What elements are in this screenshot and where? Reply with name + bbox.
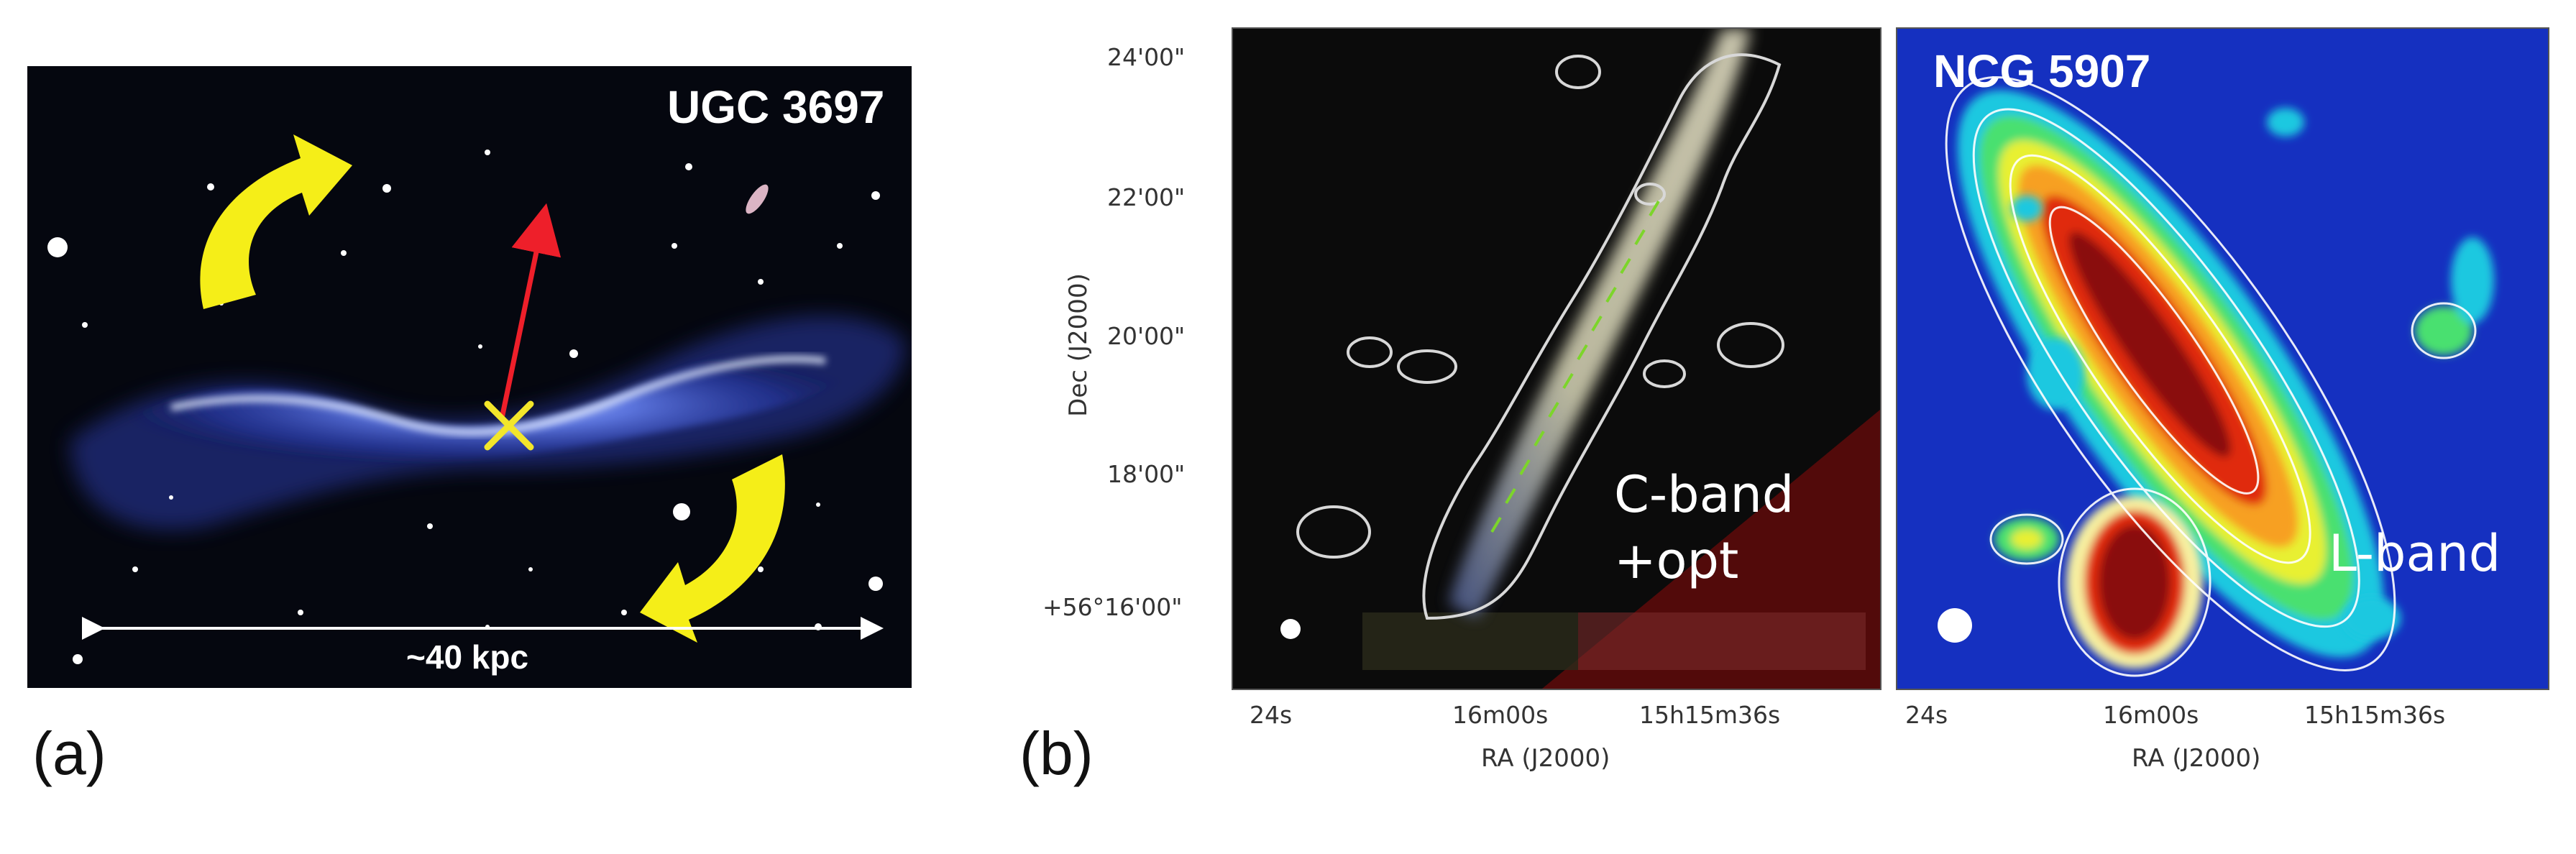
ra-axis-label-left: RA (J2000): [1481, 744, 1610, 773]
ra-tick-left-1: 24s: [1250, 701, 1293, 729]
ra-tick-right-2: 16m00s: [2103, 701, 2199, 729]
ra-tick-right-1: 24s: [1905, 701, 1948, 729]
beam-icon-right: [1938, 608, 1972, 643]
panel-a-image: UGC 3697 ~40 kpc: [27, 66, 912, 688]
dec-tick-4: 18'00": [1107, 460, 1186, 488]
ra-tick-right-3: 15h15m36s: [2304, 701, 2446, 729]
panel-b-left-map: C-band +opt: [1232, 27, 1881, 690]
rotation-arrow-bottom-icon: [640, 454, 785, 643]
dec-tick-2: 22'00": [1107, 183, 1186, 211]
cband-label-line1: C-band: [1614, 465, 1795, 524]
polarization-vectors: [1490, 200, 1660, 533]
ngc5907-label: NCG 5907: [1933, 45, 2151, 97]
cband-contours: [1296, 53, 1784, 620]
dec-axis-label: Dec (J2000): [1064, 273, 1093, 417]
dec-tick-5: +56°16'00": [1042, 593, 1183, 621]
star-field: [47, 150, 883, 664]
lband-label: L-band: [2329, 524, 2501, 583]
cband-label-line2: +opt: [1614, 531, 1739, 590]
ra-axis-label-right: RA (J2000): [2132, 744, 2261, 773]
panel-b-label: (b): [1019, 720, 1094, 787]
galaxy-image-ugc3697: [47, 134, 905, 664]
galaxy-name-label: UGC 3697: [667, 81, 885, 133]
lband-contours: [1945, 76, 2477, 677]
dec-tick-3: 20'00": [1107, 322, 1186, 350]
panel-b-right-map: NCG 5907 L-band: [1896, 27, 2549, 690]
scale-bar-label: ~40 kpc: [406, 638, 529, 676]
ra-tick-left-3: 15h15m36s: [1639, 701, 1781, 729]
panel-a-label: (a): [32, 720, 106, 787]
red-vector-arrow-icon: [499, 203, 562, 419]
lband-intensity-map: [1938, 76, 2494, 677]
dec-tick-1: 24'00": [1107, 43, 1186, 71]
cband-optical-image: [1280, 29, 1880, 689]
ra-tick-left-2: 16m00s: [1452, 701, 1549, 729]
beam-icon: [1280, 619, 1301, 639]
rotation-arrow-top-icon: [200, 134, 352, 309]
center-x-marker-icon: [484, 400, 534, 451]
